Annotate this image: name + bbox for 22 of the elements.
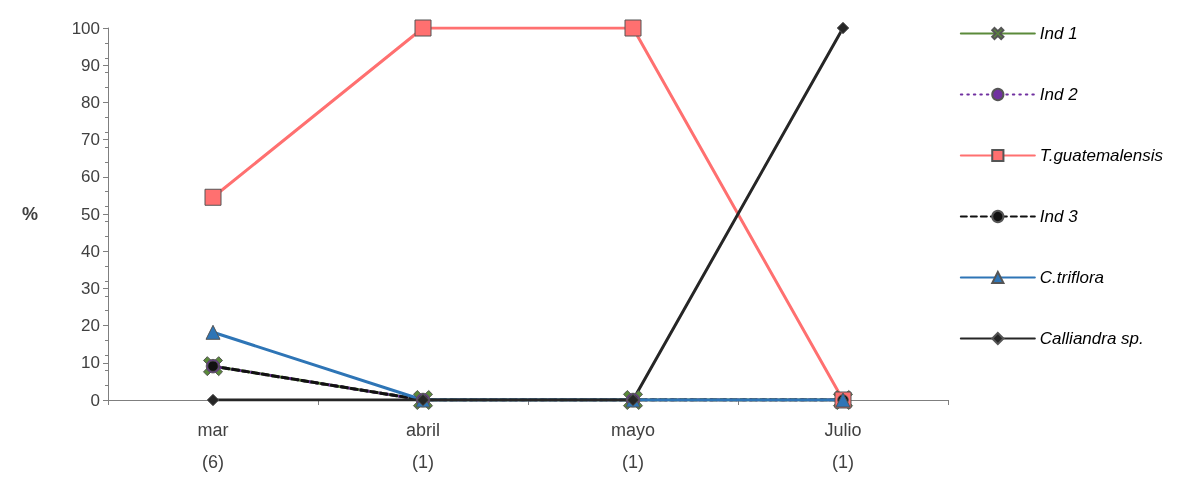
y-tick-label: 10 [81, 353, 100, 373]
y-tick-label: 90 [81, 55, 100, 75]
x-tick-label: Julio (1) [824, 420, 862, 472]
y-tick-label: 30 [81, 278, 100, 298]
y-tick-label: 70 [81, 130, 100, 150]
y-tick-label: 100 [71, 18, 100, 38]
legend-label: Ind 1 [1039, 24, 1078, 43]
y-axis-title: % [21, 204, 38, 224]
y-tick-label: 80 [81, 92, 100, 112]
y-tick-label: 40 [81, 241, 100, 261]
y-tick-label: 60 [81, 167, 100, 187]
legend-label: T.guatemalensis [1039, 146, 1164, 165]
x-tick-label: mayo (1) [610, 420, 656, 472]
legend-label: C.triflora [1039, 268, 1105, 287]
legend-label: Ind 2 [1039, 85, 1079, 104]
legend-label: Ind 3 [1039, 207, 1079, 226]
x-tick-label: abril (1) [405, 420, 441, 472]
x-tick-label: mar (6) [197, 420, 229, 472]
y-tick-label: 20 [81, 316, 100, 336]
y-tick-label: 50 [81, 204, 100, 224]
y-tick-label: 0 [90, 390, 100, 410]
legend-label: Calliandra sp. [1039, 329, 1144, 348]
